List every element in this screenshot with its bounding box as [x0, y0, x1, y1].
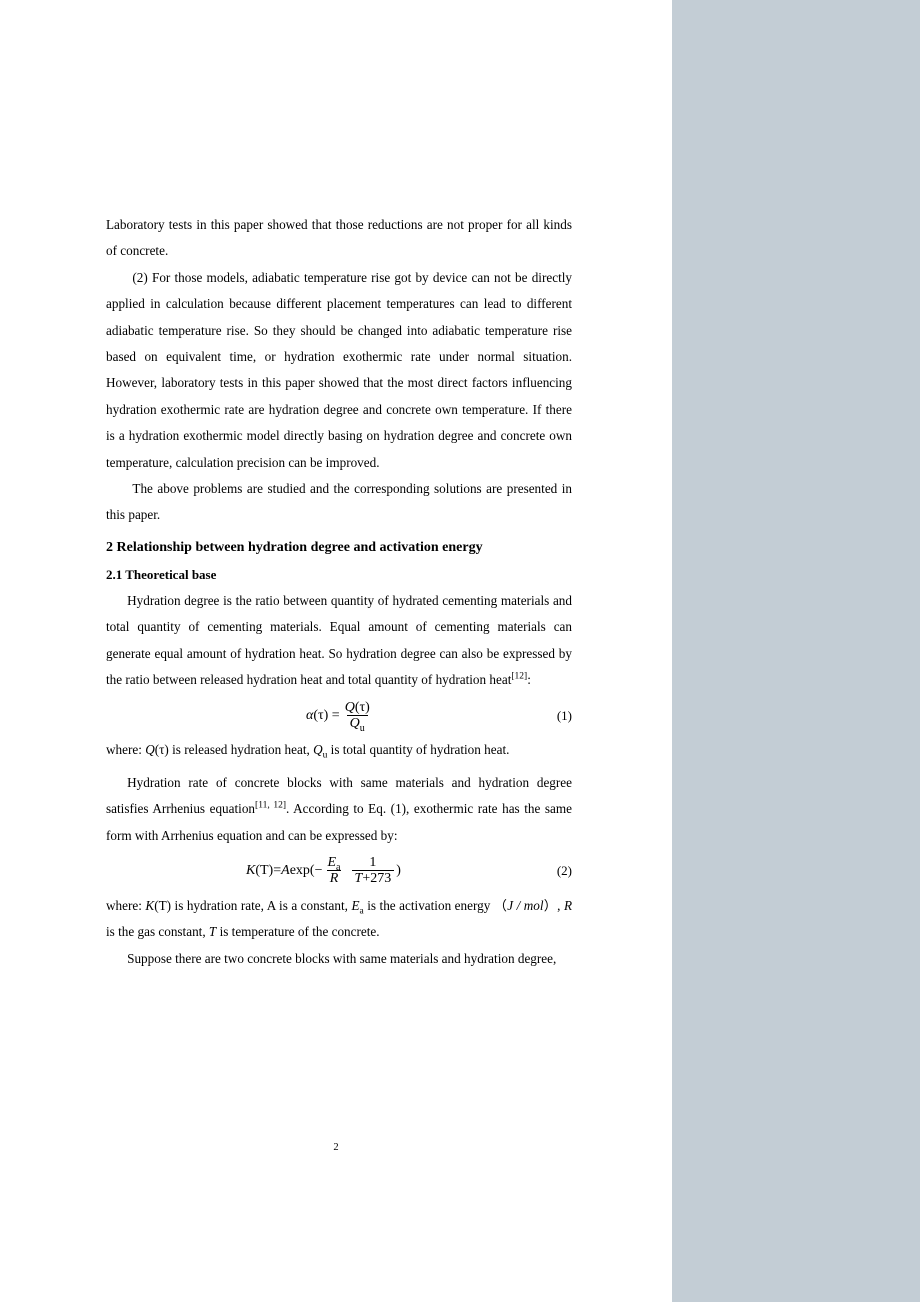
paragraph-1: Laboratory tests in this paper showed th…	[106, 212, 572, 265]
p7-text5: is temperature of the concrete.	[216, 924, 379, 939]
p7-R: R	[564, 898, 572, 913]
equation-2-number: (2)	[537, 858, 572, 884]
eq2-Ea: E	[327, 855, 336, 870]
equation-1-number: (1)	[537, 703, 572, 729]
paper-page: Laboratory tests in this paper showed th…	[0, 0, 672, 1302]
eq2-one: 1	[366, 855, 379, 870]
eq1-den-sym: Q	[350, 716, 360, 731]
paragraph-7: where: K(T) is hydration rate, A is a co…	[106, 893, 572, 946]
p7-text1: is hydration rate, A is a constant,	[171, 898, 351, 913]
eq2-exp: exp(−	[290, 857, 323, 885]
section-heading-2: 2 Relationship between hydration degree …	[106, 537, 572, 559]
paragraph-4-colon: :	[527, 672, 531, 687]
p7-text3: ）,	[544, 898, 564, 913]
equation-2-body: K(T)=Aexp(− Ea R 1 T+273 )	[246, 855, 537, 887]
p7-text4: is the gas constant,	[106, 924, 209, 939]
paragraph-6: Hydration rate of concrete blocks with s…	[106, 770, 572, 849]
p5-Qarg: (τ)	[155, 742, 169, 757]
citation-12: [12]	[511, 672, 527, 682]
p7-K: K	[145, 898, 154, 913]
p7-where: where:	[106, 898, 145, 913]
p7-text2: is the activation energy （	[364, 898, 507, 913]
eq2-Ea-num: Ea	[324, 855, 343, 870]
eq2-Karg: (T)	[255, 857, 273, 885]
p5-text1: is released hydration heat,	[169, 742, 313, 757]
p5-Q: Q	[145, 742, 155, 757]
p5-where: where:	[106, 742, 145, 757]
equation-1: α(τ) = Q(τ) Qu (1)	[106, 700, 572, 732]
eq2-R: R	[327, 870, 342, 886]
eq2-eq: =	[273, 857, 281, 885]
eq1-num-sym: Q	[345, 700, 355, 715]
equation-1-body: α(τ) = Q(τ) Qu	[306, 700, 537, 732]
eq1-numerator: Q(τ)	[342, 700, 373, 715]
eq1-lhs-sym: α	[306, 702, 313, 730]
paragraph-4-text: Hydration degree is the ratio between qu…	[106, 593, 572, 687]
paragraph-2: (2) For those models, adiabatic temperat…	[106, 265, 572, 476]
eq2-close: )	[396, 857, 401, 885]
equation-2: K(T)=Aexp(− Ea R 1 T+273 ) (2)	[106, 855, 572, 887]
eq1-fraction: Q(τ) Qu	[342, 700, 373, 732]
p7-Karg: (T)	[154, 898, 171, 913]
citation-11-12: [11, 12]	[255, 801, 286, 811]
p7-Ea: E	[351, 898, 359, 913]
paragraph-5: where: Q(τ) is released hydration heat, …	[106, 737, 572, 763]
p5-text2: is total quantity of hydration heat.	[327, 742, 509, 757]
p5-Qu: Q	[313, 742, 323, 757]
paragraph-8: Suppose there are two concrete blocks wi…	[106, 946, 572, 972]
eq2-frac-T: 1 T+273	[352, 855, 395, 887]
eq2-K: K	[246, 857, 255, 885]
paragraph-3: The above problems are studied and the c…	[106, 476, 572, 529]
eq2-frac-Ea: Ea R	[324, 855, 343, 887]
subsection-heading-2-1: 2.1 Theoretical base	[106, 565, 572, 586]
eq1-lhs-arg: (τ) =	[313, 702, 339, 730]
eq1-num-arg: (τ)	[355, 700, 370, 715]
paragraph-4: Hydration degree is the ratio between qu…	[106, 588, 572, 694]
page-number: 2	[0, 1137, 672, 1158]
eq1-den-sub: u	[360, 723, 365, 734]
eq2-A: A	[281, 857, 290, 885]
p7-unit: J / mol	[507, 898, 543, 913]
eq1-denominator: Qu	[347, 715, 368, 731]
eq2-Tden: T+273	[352, 870, 395, 886]
